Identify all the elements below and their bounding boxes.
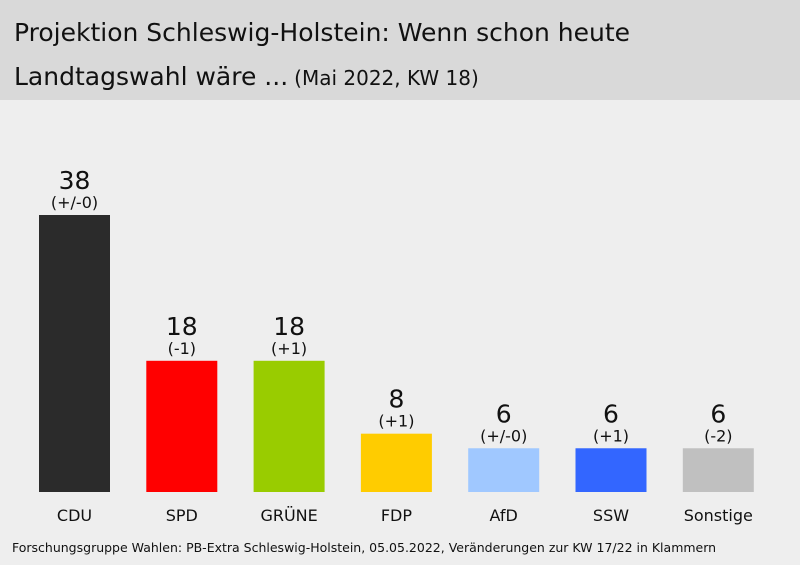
value-label-afd: 6 bbox=[496, 399, 512, 428]
value-label-spd: 18 bbox=[166, 312, 198, 341]
bar-afd bbox=[468, 448, 540, 492]
value-label-ssw: 6 bbox=[603, 399, 619, 428]
category-label-cdu: CDU bbox=[57, 506, 92, 525]
change-label-ssw: (+1) bbox=[593, 426, 629, 445]
bar-fdp bbox=[360, 433, 432, 492]
category-label-gr-ne: GRÜNE bbox=[260, 506, 317, 525]
change-label-fdp: (+1) bbox=[378, 412, 414, 431]
chart-subtitle: (Mai 2022, KW 18) bbox=[294, 66, 479, 90]
chart-title-line1: Projektion Schleswig-Holstein: Wenn scho… bbox=[14, 18, 631, 47]
change-label-spd: (-1) bbox=[168, 339, 196, 358]
source-footer: Forschungsgruppe Wahlen: PB-Extra Schles… bbox=[12, 540, 717, 555]
change-label-afd: (+/-0) bbox=[480, 426, 527, 445]
bar-spd bbox=[146, 360, 218, 492]
value-label-cdu: 38 bbox=[59, 166, 91, 195]
category-label-fdp: FDP bbox=[381, 506, 413, 525]
change-label-gr-ne: (+1) bbox=[271, 339, 307, 358]
value-label-fdp: 8 bbox=[388, 385, 404, 414]
chart-title-text: Landtagswahl wäre ... bbox=[14, 62, 289, 91]
chart-title-line2: Landtagswahl wäre ... (Mai 2022, KW 18) bbox=[14, 62, 479, 91]
bar-chart: 38(+/-0)CDU18(-1)SPD18(+1)GRÜNE8(+1)FDP6… bbox=[39, 166, 754, 525]
category-label-sonstige: Sonstige bbox=[684, 506, 753, 525]
bar-ssw bbox=[575, 448, 647, 492]
chart-header: Projektion Schleswig-Holstein: Wenn scho… bbox=[0, 0, 800, 100]
category-label-afd: AfD bbox=[490, 506, 518, 525]
value-label-gr-ne: 18 bbox=[273, 312, 305, 341]
change-label-cdu: (+/-0) bbox=[51, 193, 98, 212]
category-label-spd: SPD bbox=[166, 506, 198, 525]
value-label-sonstige: 6 bbox=[710, 399, 726, 428]
category-label-ssw: SSW bbox=[593, 506, 629, 525]
bar-cdu bbox=[39, 215, 110, 492]
change-label-sonstige: (-2) bbox=[704, 426, 732, 445]
bar-sonstige bbox=[682, 448, 754, 492]
bar-gr-ne bbox=[253, 360, 325, 492]
